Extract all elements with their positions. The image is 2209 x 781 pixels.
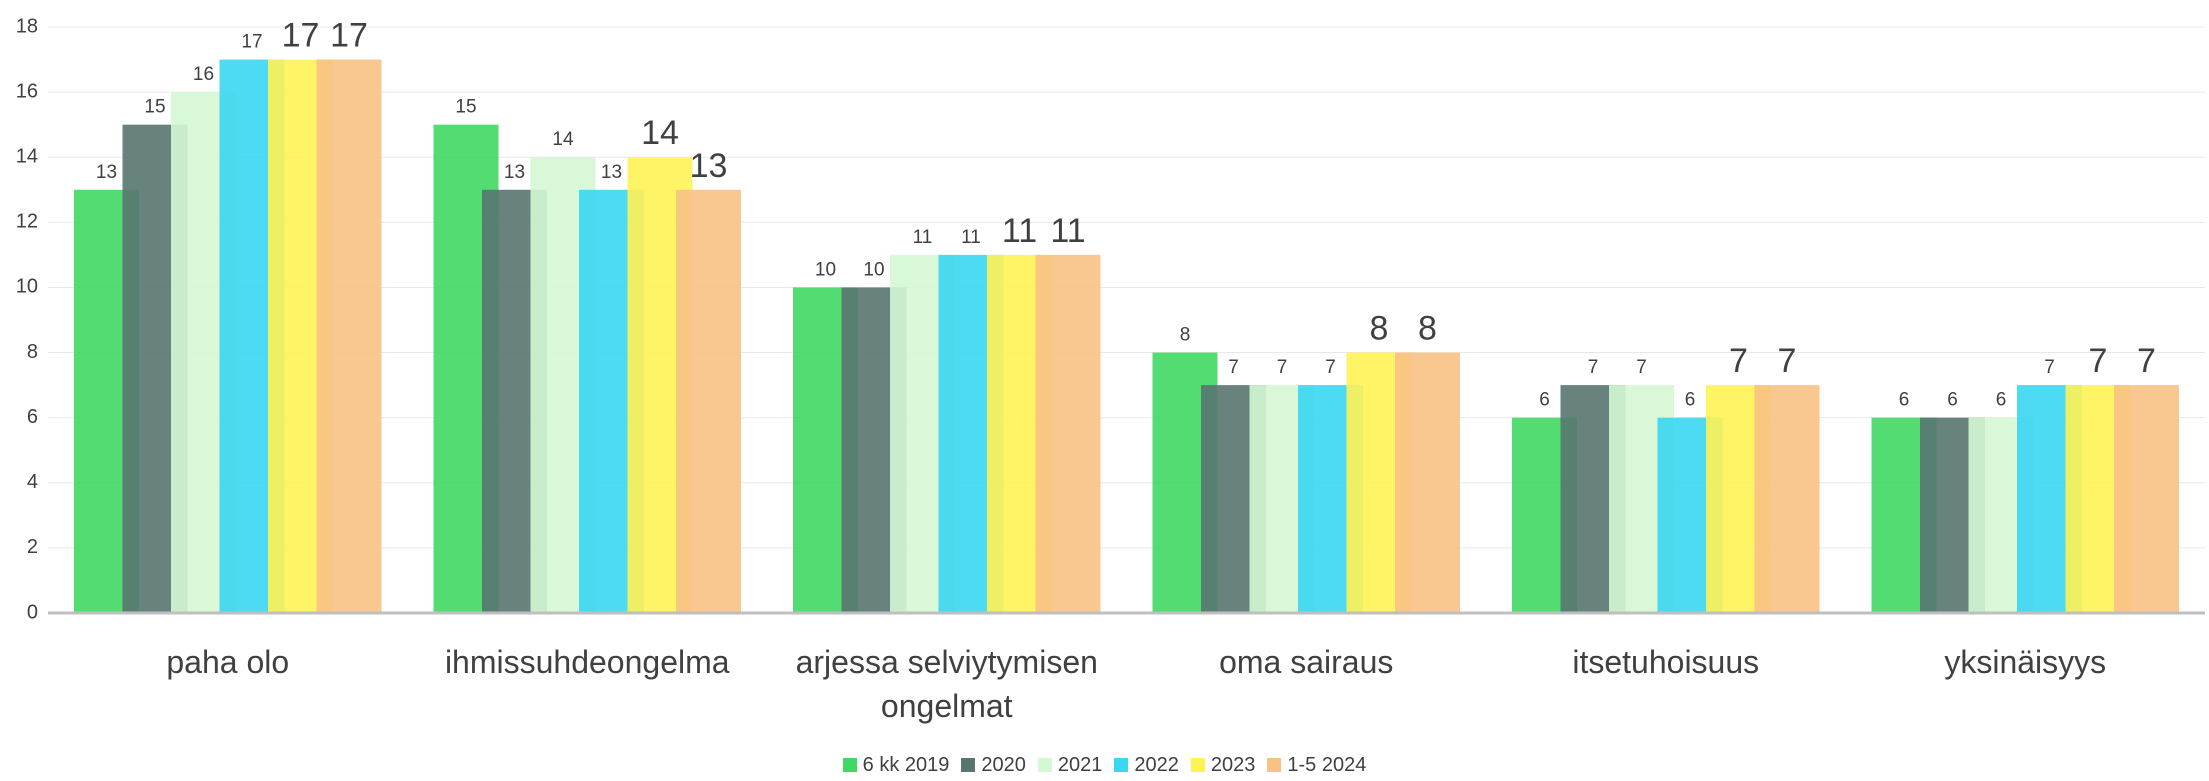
data-label: 7 <box>1636 357 1647 378</box>
legend-item: 2022 <box>1114 754 1179 777</box>
data-label: 6 <box>1685 390 1696 411</box>
data-label: 16 <box>193 64 214 85</box>
legend-item: 2020 <box>961 754 1026 777</box>
y-tick-label: 0 <box>27 601 38 623</box>
x-tick-label: arjessa selviytymisen ongelmat <box>795 644 1098 724</box>
data-label: 15 <box>144 97 165 118</box>
legend-label: 2023 <box>1210 754 1256 776</box>
y-tick-label: 2 <box>27 536 38 558</box>
data-label: 8 <box>1370 310 1389 348</box>
x-tick-label: yksinäisyys <box>1944 644 2107 680</box>
legend-item: 2021 <box>1037 754 1103 777</box>
y-tick-label: 14 <box>16 146 38 168</box>
bar <box>1754 385 1820 613</box>
data-label: 13 <box>504 162 525 183</box>
data-label: 15 <box>455 97 476 118</box>
data-label: 6 <box>1996 390 2007 411</box>
data-label: 17 <box>241 32 262 53</box>
data-label: 13 <box>690 147 728 185</box>
bar <box>676 189 741 613</box>
data-label: 11 <box>913 227 933 248</box>
x-tick-label: ihmissuhdeongelma <box>444 644 730 680</box>
x-tick-label: oma sairaus <box>1219 644 1394 680</box>
bar <box>2114 385 2179 613</box>
data-label: 8 <box>1418 310 1437 348</box>
data-label: 11 <box>1050 212 1085 250</box>
y-tick-label: 18 <box>16 15 38 37</box>
data-label: 11 <box>961 227 981 248</box>
bar <box>1395 352 1460 613</box>
data-label: 8 <box>1180 325 1191 346</box>
data-label: 6 <box>1539 390 1550 411</box>
data-label: 17 <box>330 17 368 55</box>
legend-item: 2023 <box>1190 754 1256 777</box>
x-tick-label: paha olo <box>166 644 290 680</box>
data-label: 7 <box>2089 342 2108 380</box>
data-label: 7 <box>1277 357 1288 378</box>
data-label: 7 <box>1729 342 1748 380</box>
legend-label: 2021 <box>1057 754 1103 776</box>
legend-label: 6 kk 2019 <box>862 754 950 776</box>
data-label: 13 <box>601 162 622 183</box>
y-tick-label: 4 <box>27 471 38 493</box>
x-tick-label: itsetuhoisuus <box>1572 644 1760 680</box>
data-label: 7 <box>1778 342 1797 380</box>
data-label: 7 <box>1325 357 1336 378</box>
bar <box>1035 254 1101 613</box>
data-label: 6 <box>1899 390 1910 411</box>
legend-swatch <box>1114 758 1129 772</box>
y-tick-label: 10 <box>16 276 38 298</box>
y-tick-label: 6 <box>27 406 38 428</box>
y-tick-label: 16 <box>16 80 38 102</box>
bar <box>316 59 382 614</box>
data-label: 7 <box>2137 342 2156 380</box>
data-label: 7 <box>2044 357 2055 378</box>
legend-swatch <box>1190 758 1205 772</box>
data-label: 17 <box>282 17 320 55</box>
legend-label: 2022 <box>1134 754 1179 776</box>
legend-label: 1-5 2024 <box>1287 754 1367 776</box>
legend-swatch <box>1267 758 1282 772</box>
data-label: 10 <box>815 259 836 280</box>
legend: 6 kk 2019 2020 2021 2022 2023 1-5 2024 <box>0 754 2209 777</box>
data-label: 10 <box>863 259 884 280</box>
legend-label: 2020 <box>981 754 1026 776</box>
legend-swatch <box>842 758 857 772</box>
data-label: 14 <box>641 114 679 152</box>
data-label: 11 <box>1002 212 1037 250</box>
y-tick-label: 8 <box>27 341 38 363</box>
data-label: 7 <box>1228 357 1239 378</box>
data-label: 14 <box>552 129 574 150</box>
legend-item: 6 kk 2019 <box>842 754 950 777</box>
legend-item: 1-5 2024 <box>1267 754 1366 777</box>
y-tick-label: 12 <box>16 211 38 233</box>
legend-swatch <box>961 758 976 772</box>
data-label: 13 <box>96 162 117 183</box>
legend-swatch <box>1037 758 1052 772</box>
data-label: 7 <box>1588 357 1599 378</box>
data-label: 6 <box>1947 390 1958 411</box>
